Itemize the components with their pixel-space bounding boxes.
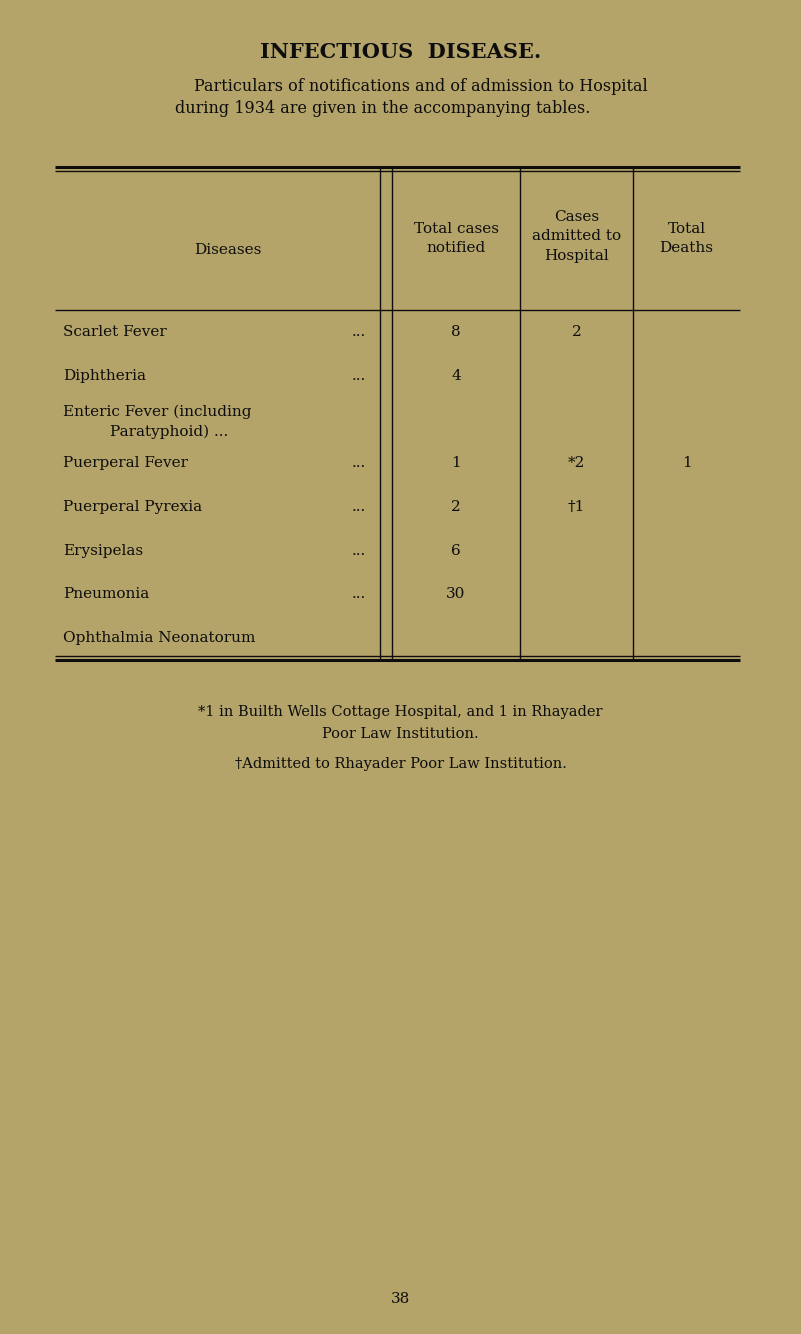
- Text: 38: 38: [391, 1293, 410, 1306]
- Text: Diseases: Diseases: [194, 244, 261, 257]
- Text: INFECTIOUS  DISEASE.: INFECTIOUS DISEASE.: [260, 41, 541, 61]
- Text: ...: ...: [352, 500, 366, 514]
- Text: ...: ...: [352, 456, 366, 470]
- Text: Ophthalmia Neonatorum: Ophthalmia Neonatorum: [63, 631, 256, 646]
- Text: Cases
admitted to
Hospital: Cases admitted to Hospital: [532, 209, 621, 263]
- Text: Pneumonia: Pneumonia: [63, 587, 149, 602]
- Text: 6: 6: [451, 544, 461, 558]
- Text: Puerperal Fever: Puerperal Fever: [63, 456, 188, 470]
- Text: ...: ...: [352, 587, 366, 602]
- Text: 2: 2: [572, 325, 582, 339]
- Text: Total cases
notified: Total cases notified: [413, 221, 498, 255]
- Text: 4: 4: [451, 368, 461, 383]
- Text: Paratyphoid) ...: Paratyphoid) ...: [110, 424, 228, 439]
- Text: *2: *2: [568, 456, 586, 470]
- Text: during 1934 are given in the accompanying tables.: during 1934 are given in the accompanyin…: [175, 100, 590, 117]
- Text: Erysipelas: Erysipelas: [63, 544, 143, 558]
- Text: 30: 30: [446, 587, 465, 602]
- Text: Poor Law Institution.: Poor Law Institution.: [322, 727, 479, 740]
- Text: Scarlet Fever: Scarlet Fever: [63, 325, 167, 339]
- Text: ...: ...: [352, 325, 366, 339]
- Text: †1: †1: [568, 500, 586, 514]
- Text: ...: ...: [352, 368, 366, 383]
- Text: Enteric Fever (including: Enteric Fever (including: [63, 404, 252, 419]
- Text: *1 in Builth Wells Cottage Hospital, and 1 in Rhayader: *1 in Builth Wells Cottage Hospital, and…: [199, 704, 602, 719]
- Text: ...: ...: [352, 544, 366, 558]
- Text: 2: 2: [451, 500, 461, 514]
- Text: †Admitted to Rhayader Poor Law Institution.: †Admitted to Rhayader Poor Law Instituti…: [235, 756, 566, 771]
- Text: 8: 8: [451, 325, 461, 339]
- Text: 1: 1: [682, 456, 691, 470]
- Text: Diphtheria: Diphtheria: [63, 368, 146, 383]
- Text: Puerperal Pyrexia: Puerperal Pyrexia: [63, 500, 202, 514]
- Text: Particulars of notifications and of admission to Hospital: Particulars of notifications and of admi…: [194, 77, 647, 95]
- Text: Total
Deaths: Total Deaths: [659, 221, 714, 255]
- Text: 1: 1: [451, 456, 461, 470]
